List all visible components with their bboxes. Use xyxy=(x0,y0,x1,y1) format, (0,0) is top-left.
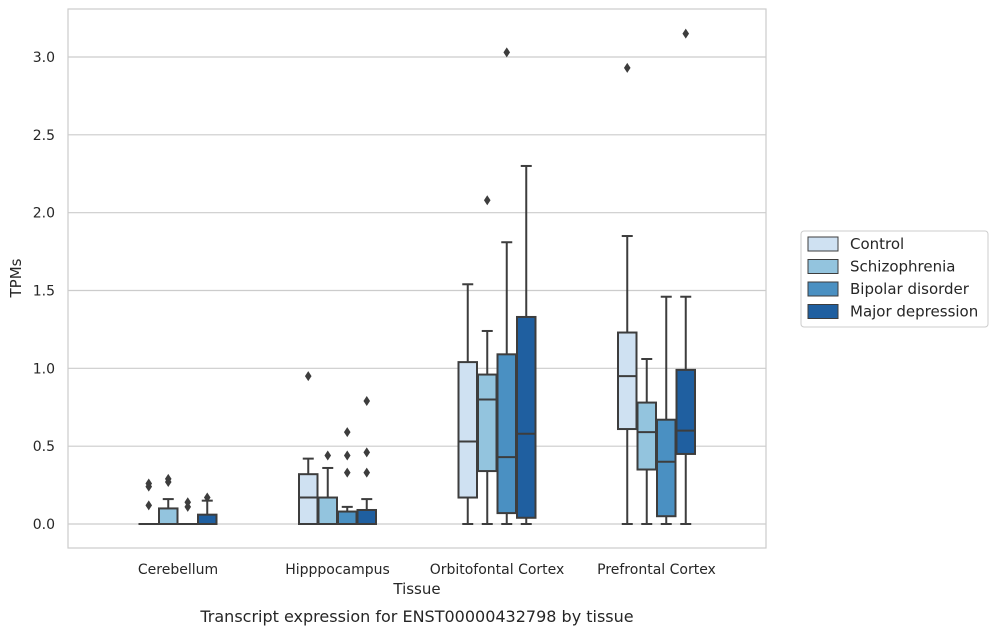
box-group xyxy=(298,371,319,526)
y-tick-label: 0.0 xyxy=(33,517,55,533)
plot-area-frame xyxy=(67,8,767,549)
outlier-point xyxy=(184,497,192,508)
y-axis-label: TPMs xyxy=(7,258,25,298)
box-group xyxy=(496,47,517,525)
box-group xyxy=(516,164,537,525)
box xyxy=(298,473,319,526)
outlier-point xyxy=(145,478,153,489)
y-tick-label: 1.0 xyxy=(33,361,55,377)
outlier-point xyxy=(483,195,491,206)
legend-swatch xyxy=(807,304,839,319)
x-tick-labels: Cerebellum Hipppocampus Orbitofontal Corte… xyxy=(138,562,716,578)
outlier-point xyxy=(623,62,631,73)
gridlines xyxy=(68,56,766,525)
x-tick-label: Prefrontal Cortex xyxy=(597,562,716,578)
box-group xyxy=(457,283,478,525)
outlier-point xyxy=(343,427,351,438)
box-group xyxy=(197,492,218,525)
outlier-point xyxy=(343,467,351,478)
box xyxy=(197,513,218,525)
outlier-point xyxy=(363,467,371,478)
outlier-point xyxy=(682,28,690,39)
box xyxy=(158,507,179,525)
box xyxy=(317,496,338,525)
outlier-point xyxy=(164,473,172,484)
y-tick-label: 0.5 xyxy=(33,439,55,455)
box xyxy=(516,315,537,519)
y-tick-labels: 0.0 0.5 1.0 1.5 2.0 2.5 3.0 xyxy=(33,50,55,533)
outlier-point xyxy=(363,396,371,407)
box-group xyxy=(138,478,159,526)
box-group xyxy=(177,497,198,526)
x-tick-label: Orbitofontal Cortex xyxy=(430,562,565,578)
legend-label: Major depression xyxy=(850,303,978,321)
box xyxy=(457,361,478,499)
x-axis-label: Tissue xyxy=(392,580,440,598)
y-tick-label: 2.5 xyxy=(33,128,55,144)
y-tick-label: 1.5 xyxy=(33,284,55,300)
outlier-point xyxy=(145,500,153,511)
box xyxy=(656,418,677,518)
box-group xyxy=(356,396,377,525)
legend-frame xyxy=(800,230,989,328)
box-group xyxy=(317,450,338,525)
outlier-point xyxy=(324,450,332,461)
legend-label: Control xyxy=(850,235,904,253)
outlier-point xyxy=(503,47,511,58)
box xyxy=(356,508,377,525)
box xyxy=(477,373,498,473)
chart-caption: Transcript expression for ENST0000043279… xyxy=(199,607,633,626)
legend: Control Schizophrenia Bipolar disorder Majo… xyxy=(800,230,989,328)
box-series xyxy=(138,28,696,526)
box xyxy=(636,401,657,471)
y-tick-label: 3.0 xyxy=(33,50,55,66)
box-group xyxy=(477,195,498,525)
legend-swatch xyxy=(807,259,839,274)
box xyxy=(617,331,638,431)
legend-label: Bipolar disorder xyxy=(850,280,970,298)
outlier-point xyxy=(203,492,211,503)
box-group xyxy=(636,357,657,525)
legend-swatch xyxy=(807,281,839,297)
outlier-point xyxy=(343,450,351,461)
legend-swatch xyxy=(807,236,839,252)
box-group xyxy=(617,62,638,525)
box-group xyxy=(337,427,358,525)
outlier-point xyxy=(304,371,312,382)
box xyxy=(496,353,517,515)
x-tick-label: Cerebellum xyxy=(138,562,218,578)
y-tick-label: 2.0 xyxy=(33,206,55,222)
box xyxy=(337,510,358,525)
x-tick-label: Hipppocampus xyxy=(285,562,390,578)
box-group xyxy=(675,28,696,525)
outlier-point xyxy=(363,447,371,458)
box-group xyxy=(656,295,677,525)
box xyxy=(675,368,696,455)
legend-label: Schizophrenia xyxy=(850,258,955,276)
box-group xyxy=(158,473,179,525)
